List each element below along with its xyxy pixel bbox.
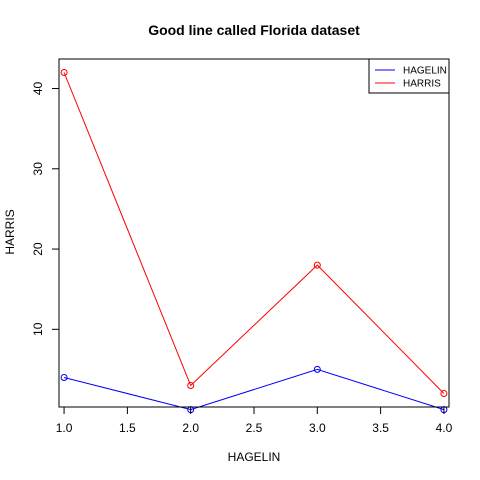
x-tick-label: 1.5 [119,421,136,435]
x-tick-label: 3.0 [309,421,326,435]
data-point-harris-1 [187,382,195,389]
legend: HAGELIN HARRIS [368,58,450,94]
plot-frame [58,58,450,408]
y-axis-label: HARRIS [3,209,17,254]
x-tick-label: 4.0 [436,421,453,435]
x-tick-label: 3.5 [372,421,389,435]
legend-label-hagelin: HAGELIN [403,66,447,77]
data-point-hagelin-2 [313,365,321,373]
data-point-harris-3 [440,390,448,397]
legend-label-harris: HARRIS [403,79,441,90]
plot-area [60,69,448,414]
series-line-harris [63,72,445,394]
x-tick-label: 1.0 [56,421,73,435]
y-axis: 10 20 30 40 [31,82,60,336]
data-point-harris-0 [60,69,68,76]
y-tick-label: 30 [31,162,45,176]
y-tick-label: 20 [31,242,45,256]
data-point-harris-2 [313,261,321,269]
x-axis-label: HAGELIN [228,450,281,464]
y-tick-label: 40 [31,82,45,96]
x-axis: 1.0 1.5 2.0 2.5 3.0 3.5 4.0 [56,406,453,435]
data-point-hagelin-0 [60,374,68,381]
y-tick-label: 10 [31,322,45,336]
chart-title: Good line called Florida dataset [148,22,360,38]
x-tick-label: 2.0 [182,421,199,435]
x-tick-label: 2.5 [246,421,263,435]
legend-box [368,58,450,94]
series-line-hagelin [63,368,445,411]
